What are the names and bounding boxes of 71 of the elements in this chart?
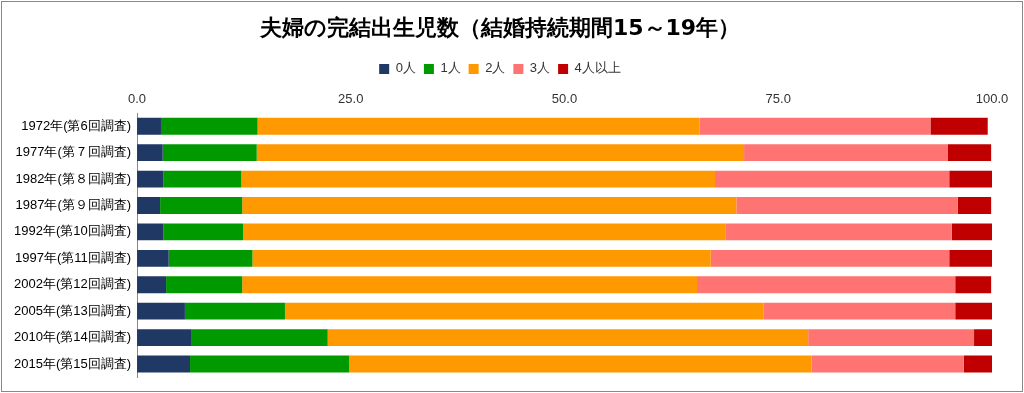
- bar: [137, 117, 161, 135]
- y-tick-label: 1997年(第11回調査): [14, 249, 132, 265]
- bar: [947, 144, 992, 162]
- bar: [763, 302, 956, 320]
- chart-title: 夫婦の完結出生児数（結婚持続期間15～19年）: [258, 14, 741, 40]
- bar: [137, 276, 167, 294]
- bar: [137, 302, 185, 320]
- bar: [949, 170, 992, 188]
- y-tick-label: 2015年(第15回調査): [13, 355, 132, 371]
- bar: [808, 329, 975, 346]
- bar: [137, 329, 192, 346]
- x-tick-label: 25.0: [338, 90, 364, 106]
- bar: [930, 117, 988, 135]
- x-tick-label: 50.0: [551, 90, 578, 106]
- bar: [736, 197, 958, 214]
- bar: [163, 170, 242, 188]
- bar: [184, 302, 285, 320]
- legend-label: 1人: [440, 60, 461, 76]
- bar: [160, 197, 243, 214]
- bar: [242, 197, 737, 214]
- bar: [714, 170, 950, 188]
- bar: [257, 117, 700, 135]
- bar: [190, 355, 350, 373]
- bar: [137, 144, 163, 162]
- x-tick-label: 75.0: [765, 90, 791, 106]
- bar: [955, 276, 992, 294]
- bar: [163, 223, 244, 241]
- bar: [137, 223, 164, 241]
- bar: [725, 223, 952, 241]
- bar: [744, 144, 948, 162]
- bar: [284, 302, 764, 320]
- bar: [241, 170, 715, 188]
- bar: [710, 249, 950, 267]
- legend-label: 4人以上: [574, 60, 621, 76]
- y-tick-label: 1992年(第10回調査): [13, 223, 132, 239]
- bar: [162, 144, 257, 162]
- y-tick-label: 2010年(第14回調査): [13, 329, 132, 345]
- bar: [137, 249, 169, 267]
- y-tick-label: 2005年(第13回調査): [13, 302, 132, 318]
- y-tick-label: 1982年(第８回調査): [15, 170, 132, 186]
- bar: [243, 223, 726, 241]
- bar: [137, 355, 191, 373]
- bar: [168, 249, 253, 267]
- y-tick-label: 2002年(第12回調査): [13, 276, 132, 292]
- bar: [699, 117, 931, 135]
- legend-label: 3人: [529, 60, 551, 76]
- x-tick-label: 0.0: [128, 90, 147, 106]
- bar: [160, 117, 258, 135]
- bar: [974, 329, 992, 346]
- bar: [191, 329, 328, 346]
- bar: [137, 197, 161, 214]
- bar: [242, 276, 698, 294]
- bar: [951, 223, 992, 241]
- bar: [137, 170, 164, 188]
- bar: [256, 144, 745, 162]
- bar: [166, 276, 243, 294]
- x-tick-label: 100.0: [975, 90, 1009, 106]
- bar: [252, 249, 711, 267]
- bar: [949, 249, 992, 267]
- bar: [327, 329, 809, 346]
- legend-label: 0人: [395, 60, 416, 76]
- bar: [955, 302, 992, 320]
- y-tick-label: 1987年(第９回調査): [15, 197, 132, 213]
- bar: [349, 355, 812, 373]
- bar: [697, 276, 956, 294]
- y-tick-label: 1972年(第6回調査): [21, 117, 132, 133]
- bar: [963, 355, 992, 373]
- y-tick-label: 1977年(第７回調査): [15, 144, 132, 160]
- bar: [957, 197, 992, 214]
- bar: [811, 355, 964, 373]
- legend-label: 2人: [485, 60, 506, 76]
